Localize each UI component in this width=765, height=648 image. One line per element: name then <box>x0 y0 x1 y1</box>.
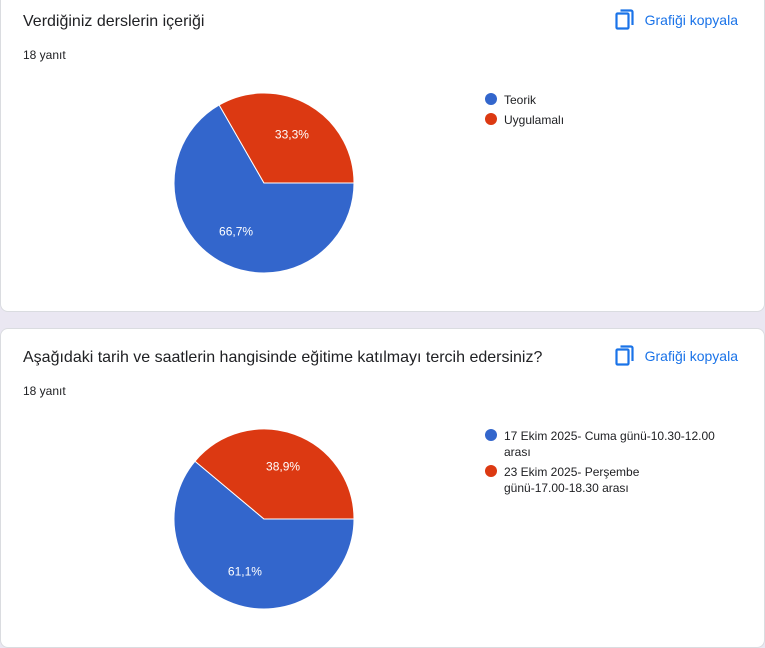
chart-legend: Teorik Uygulamalı <box>485 92 564 132</box>
copy-icon <box>615 9 635 31</box>
legend-dot <box>485 429 497 441</box>
legend-dot <box>485 113 497 125</box>
pie-slice[interactable] <box>173 104 355 274</box>
pie-slice[interactable] <box>173 460 355 610</box>
legend-label: Teorik <box>504 93 537 107</box>
copy-chart-label: Grafiği kopyala <box>644 348 738 364</box>
slice-label: 66,7% <box>219 224 253 238</box>
legend-label: 23 Ekim 2025- Perşembe günü-17.00-18.30 … <box>504 465 640 495</box>
legend-label: Uygulamalı <box>504 113 565 127</box>
copy-chart-button[interactable]: Grafiği kopyala <box>615 9 738 31</box>
legend-item: Teorik <box>485 92 564 108</box>
response-count: 18 yanıt <box>23 384 66 398</box>
pie-chart: 66,7% 33,3% <box>173 92 355 274</box>
response-count: 18 yanıt <box>23 48 66 62</box>
question-card: Aşağıdaki tarih ve saatlerin hangisinde … <box>0 328 765 648</box>
pie-slice[interactable] <box>218 92 355 184</box>
chart-legend: 17 Ekim 2025- Cuma günü-10.30-12.00 aras… <box>485 428 724 500</box>
legend-dot <box>485 93 497 105</box>
pie-slice[interactable] <box>194 428 355 520</box>
legend-label: 17 Ekim 2025- Cuma günü-10.30-12.00 aras… <box>504 429 715 459</box>
copy-icon <box>615 345 635 367</box>
copy-chart-label: Grafiği kopyala <box>644 12 738 28</box>
slice-label: 61,1% <box>228 564 262 578</box>
question-title: Verdiğiniz derslerin içeriği <box>23 13 205 30</box>
legend-item: 23 Ekim 2025- Perşembe günü-17.00-18.30 … <box>485 464 724 496</box>
question-title: Aşağıdaki tarih ve saatlerin hangisinde … <box>23 349 543 366</box>
question-card: Verdiğiniz derslerin içeriği 18 yanıt Gr… <box>0 0 765 312</box>
legend-item: 17 Ekim 2025- Cuma günü-10.30-12.00 aras… <box>485 428 724 460</box>
slice-label: 38,9% <box>266 460 300 474</box>
legend-item: Uygulamalı <box>485 112 564 128</box>
pie-chart: 61,1% 38,9% <box>173 428 355 610</box>
copy-chart-button[interactable]: Grafiği kopyala <box>615 345 738 367</box>
slice-label: 33,3% <box>275 128 309 142</box>
legend-dot <box>485 465 497 477</box>
